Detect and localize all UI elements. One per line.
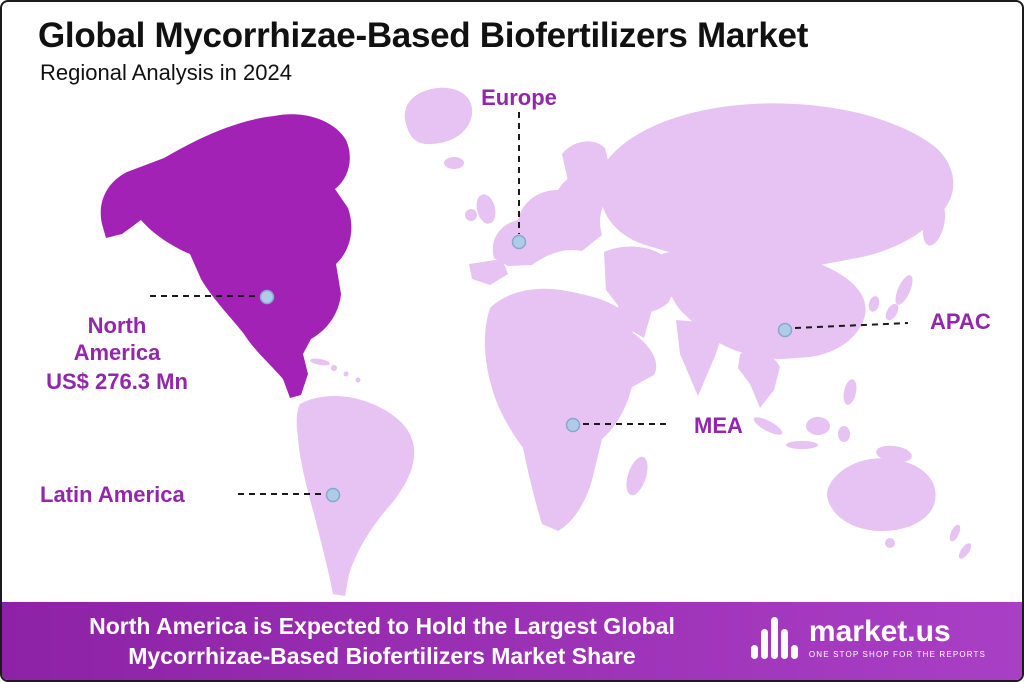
- markers: [259, 234, 793, 503]
- connectors: [150, 112, 909, 495]
- island-iceland: [444, 157, 464, 169]
- continent-north-america: [100, 114, 352, 399]
- label-latin-america: Latin America: [40, 482, 185, 507]
- marketus-logo-name: market.us: [808, 615, 951, 648]
- island-japan-north: [895, 275, 913, 305]
- island-nz-north: [949, 524, 961, 542]
- region-india: [676, 320, 726, 396]
- marker-latin-america: [325, 487, 341, 503]
- island-nz-south: [958, 543, 972, 559]
- region-kamchatka: [922, 202, 946, 246]
- island-java: [786, 441, 818, 449]
- marketus-logo-icon: [750, 617, 798, 659]
- region-korea: [868, 296, 880, 312]
- island-sulawesi: [838, 426, 850, 442]
- continents-other: [296, 87, 972, 596]
- island-new-guinea: [876, 445, 912, 463]
- continent-north-america-highlight: [100, 114, 352, 399]
- island-caribbean-1: [331, 365, 337, 371]
- page-subtitle: Regional Analysis in 2024: [40, 60, 292, 85]
- island-philippines: [843, 379, 857, 405]
- bottom-banner: North America is Expected to Hold the La…: [2, 602, 1022, 680]
- region-arabia: [618, 306, 652, 338]
- label-north-america-name: North America: [73, 313, 161, 365]
- island-borneo: [806, 417, 830, 435]
- island-sumatra: [753, 417, 783, 435]
- region-scandinavia: [562, 141, 611, 189]
- island-uk: [476, 194, 496, 224]
- island-caribbean-2: [343, 371, 349, 377]
- marketus-logo-text: market.us ONE STOP SHOP FOR THE REPORTS: [808, 615, 986, 660]
- marker-apac: [777, 322, 793, 338]
- continent-africa: [484, 288, 657, 531]
- island-japan-south: [885, 303, 899, 321]
- continent-south-america: [296, 396, 415, 596]
- island-caribbean-3: [355, 377, 361, 383]
- connector-apac: [794, 322, 909, 329]
- continent-greenland: [404, 87, 473, 145]
- banner-line-2: Mycorrhizae-Based Biofertilizers Market …: [128, 643, 636, 669]
- marker-north-america: [259, 289, 275, 305]
- banner-line-1: North America is Expected to Hold the La…: [89, 613, 675, 639]
- page-title: Global Mycorrhizae-Based Biofertilizers …: [38, 16, 809, 55]
- region-indochina: [738, 351, 780, 408]
- island-madagascar: [626, 456, 648, 496]
- marker-mea: [565, 417, 581, 433]
- continent-australia: [827, 458, 936, 531]
- island-ireland: [465, 209, 477, 221]
- label-apac: APAC: [930, 309, 991, 334]
- marketus-logo: market.us ONE STOP SHOP FOR THE REPORTS: [749, 615, 986, 661]
- label-mea: MEA: [694, 413, 743, 438]
- island-tasmania: [885, 538, 895, 548]
- region-middle-east: [604, 246, 680, 314]
- label-north-america-value: US$ 276.3 Mn: [46, 369, 188, 394]
- region-siberia: [600, 103, 954, 269]
- region-iberia: [469, 259, 508, 285]
- label-north-america: North America US$ 276.3 Mn: [22, 312, 212, 395]
- island-cuba: [310, 358, 330, 366]
- banner-text: North America is Expected to Hold the La…: [22, 611, 742, 671]
- label-europe: Europe: [481, 85, 557, 110]
- marker-europe: [511, 234, 527, 250]
- marketus-logo-tagline: ONE STOP SHOP FOR THE REPORTS: [808, 650, 986, 659]
